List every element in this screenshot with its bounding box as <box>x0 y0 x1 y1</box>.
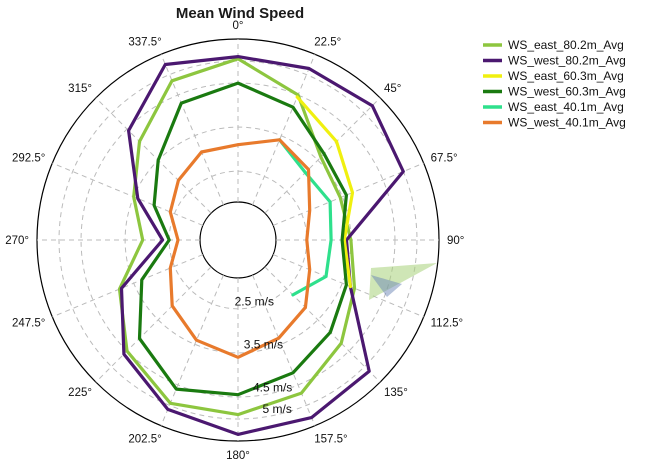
grid-spoke <box>95 266 212 383</box>
direction-label: 225° <box>68 387 92 399</box>
ring-label: 2.5 m/s <box>235 294 274 308</box>
direction-labels: 0° 22.5° 45° 67.5° 90° 112.5° 135° 157.5° 180° 20… <box>5 20 464 462</box>
series-lines <box>117 54 405 436</box>
direction-label: 202.5° <box>128 434 161 446</box>
direction-label: 315° <box>68 83 92 95</box>
grid-spoke <box>95 97 212 214</box>
direction-label: 45° <box>384 83 401 95</box>
direction-label: 270° <box>5 235 29 247</box>
legend-label: WS_east_40.1m_Avg <box>508 100 624 114</box>
series-line <box>295 95 355 289</box>
direction-label: 0° <box>233 20 244 32</box>
grid-spoke <box>264 266 381 383</box>
sector-wedges <box>369 263 437 300</box>
legend: WS_east_80.2m_AvgWS_west_80.2m_AvgWS_eas… <box>483 38 626 130</box>
direction-label: 90° <box>447 235 464 247</box>
grid-spoke <box>252 54 316 206</box>
series-line <box>137 81 348 397</box>
legend-label: WS_west_40.1m_Avg <box>508 116 626 130</box>
ring-labels: 2.5 m/s 3.5 m/s 4.5 m/s 5 m/s <box>235 294 293 416</box>
grid-spoke <box>252 274 316 426</box>
legend-label: WS_west_60.3m_Avg <box>508 85 626 99</box>
chart-title: Mean Wind Speed <box>176 5 304 22</box>
series-line <box>119 54 405 436</box>
direction-label: 247.5° <box>12 317 45 329</box>
grid-spoke <box>52 254 204 318</box>
series-line <box>168 138 312 359</box>
ring-label: 4.5 m/s <box>253 381 292 395</box>
grid-ring <box>58 60 418 420</box>
direction-label: 337.5° <box>128 36 161 48</box>
direction-label: 112.5° <box>431 317 464 329</box>
grid-spoke <box>52 162 204 226</box>
direction-label: 67.5° <box>431 153 458 165</box>
polar-grid <box>36 38 440 442</box>
direction-label: 292.5° <box>12 153 45 165</box>
legend-label: WS_west_80.2m_Avg <box>508 54 626 68</box>
direction-label: 135° <box>384 387 408 399</box>
direction-label: 180° <box>226 450 250 462</box>
ring-label: 5 m/s <box>263 402 292 416</box>
series-line <box>277 138 333 297</box>
legend-label: WS_east_80.2m_Avg <box>508 38 624 52</box>
grid-spoke <box>160 274 224 426</box>
grid-spoke <box>264 97 381 214</box>
ring-label: 3.5 m/s <box>244 337 283 351</box>
inner-circle <box>199 201 277 279</box>
direction-label: 22.5° <box>314 36 341 48</box>
sector-wedge <box>371 275 402 297</box>
direction-label: 157.5° <box>314 434 347 446</box>
grid-spoke <box>272 162 424 226</box>
legend-label: WS_east_60.3m_Avg <box>508 69 624 83</box>
grid-spoke <box>272 254 424 318</box>
